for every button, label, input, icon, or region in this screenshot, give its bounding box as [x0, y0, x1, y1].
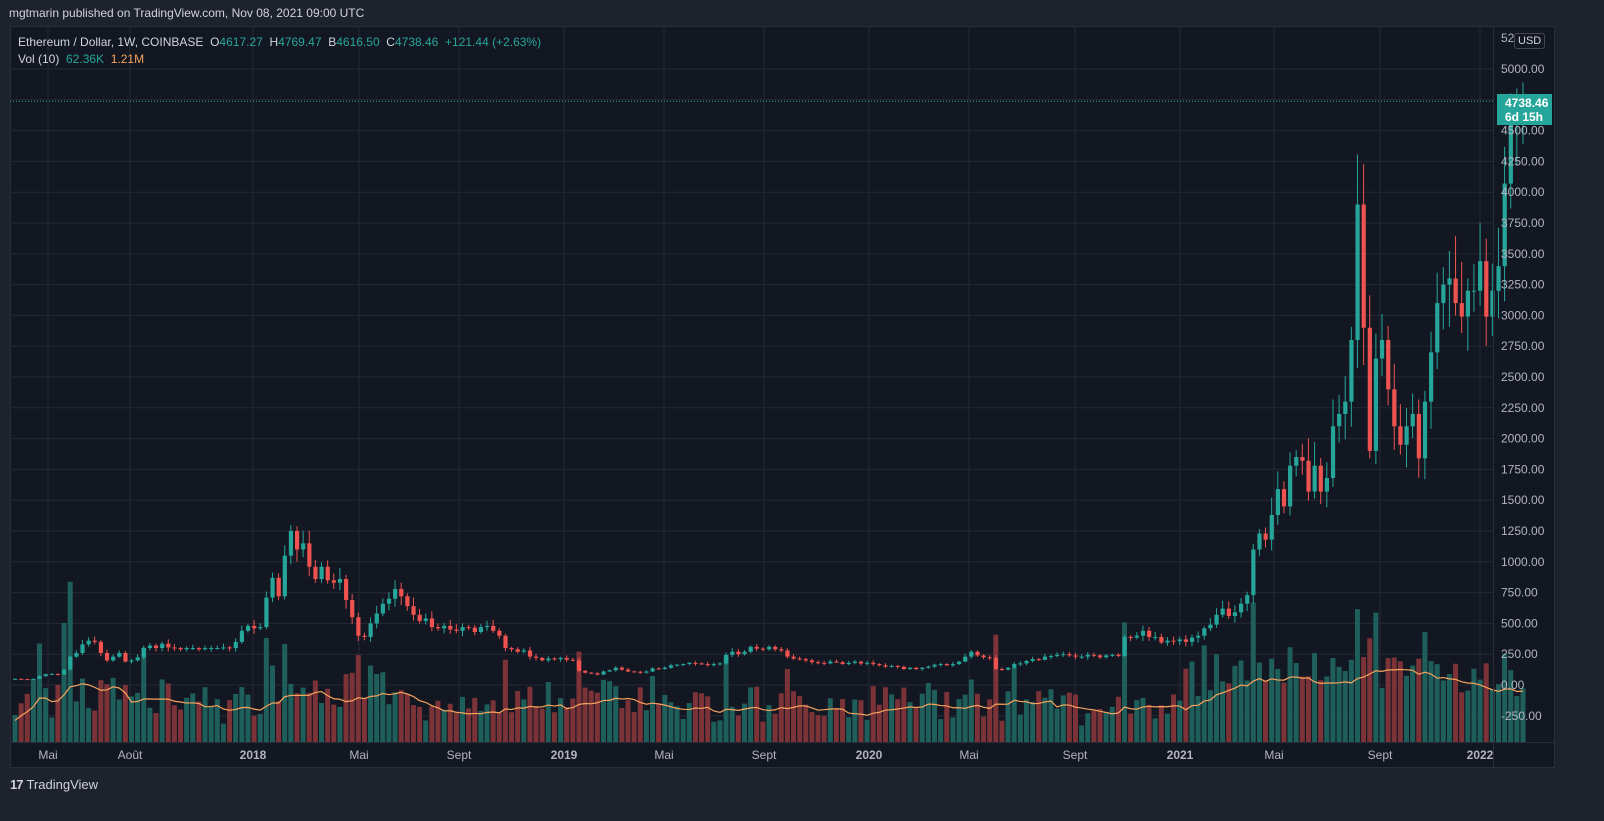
price-chart[interactable]: 5000.004750.004500.004250.004000.003750.… — [10, 26, 1555, 768]
time-axis[interactable]: Mai Août 2018 Mai Sept 2019 Mai Sept 2020 Mai Sept… — [38, 748, 1493, 762]
svg-text:2021: 2021 — [1167, 748, 1194, 762]
svg-text:Mai: Mai — [349, 748, 368, 762]
svg-text:2022: 2022 — [1467, 748, 1494, 762]
svg-text:3500.00: 3500.00 — [1501, 247, 1545, 261]
svg-text:1500.00: 1500.00 — [1501, 493, 1545, 507]
price-axis[interactable]: 5000.004750.004500.004250.004000.003750.… — [1501, 31, 1545, 723]
svg-text:Sept: Sept — [447, 748, 472, 762]
svg-text:1750.00: 1750.00 — [1501, 462, 1545, 476]
svg-text:3250.00: 3250.00 — [1501, 278, 1545, 292]
candlesticks — [13, 82, 1526, 681]
volume-bars — [12, 581, 1526, 742]
svg-text:3000.00: 3000.00 — [1501, 308, 1545, 322]
svg-text:Mai: Mai — [38, 748, 57, 762]
tradingview-logo-icon: 17 — [10, 777, 24, 792]
open-label: O — [210, 35, 220, 49]
svg-text:1000.00: 1000.00 — [1501, 555, 1545, 569]
svg-text:250.00: 250.00 — [1501, 647, 1538, 661]
svg-text:750.00: 750.00 — [1501, 586, 1538, 600]
svg-text:1250.00: 1250.00 — [1501, 524, 1545, 538]
close-label: C — [386, 35, 395, 49]
close-value: 4738.46 — [394, 35, 439, 49]
ohlc-row: Ethereum / Dollar, 1W, COINBASE O4617.27… — [18, 34, 541, 51]
svg-text:4000.00: 4000.00 — [1501, 185, 1545, 199]
svg-text:Mai: Mai — [959, 748, 978, 762]
svg-text:Mai: Mai — [654, 748, 673, 762]
svg-text:Sept: Sept — [1368, 748, 1393, 762]
low-value: 4616.50 — [336, 35, 380, 49]
svg-text:3750.00: 3750.00 — [1501, 216, 1545, 230]
last-price-value: 4738.46 — [1505, 96, 1549, 110]
high-value: 4769.47 — [278, 35, 322, 49]
svg-text:4500.00: 4500.00 — [1501, 124, 1545, 138]
svg-text:Sept: Sept — [1063, 748, 1088, 762]
currency-button[interactable]: USD — [1514, 33, 1546, 49]
last-price-tag: 4738.46 6d 15h — [1497, 94, 1552, 125]
svg-text:2020: 2020 — [856, 748, 883, 762]
svg-text:500.00: 500.00 — [1501, 616, 1538, 630]
high-label: H — [269, 35, 279, 49]
svg-text:0.00: 0.00 — [1501, 678, 1525, 692]
svg-text:Sept: Sept — [752, 748, 777, 762]
brand-name: TradingView — [26, 777, 99, 792]
svg-text:4250.00: 4250.00 — [1501, 154, 1545, 168]
footer-brand[interactable]: 17 TradingView — [10, 777, 98, 792]
bar-countdown: 6d 15h — [1505, 110, 1544, 124]
svg-text:2018: 2018 — [240, 748, 267, 762]
volume-ma-value: 1.21M — [110, 52, 145, 66]
volume-row: Vol (10) 62.36K 1.21M — [18, 51, 541, 68]
volume-label[interactable]: Vol (10) — [18, 52, 60, 66]
publisher-line: mgtmarin published on TradingView.com, N… — [9, 6, 365, 20]
volume-value: 62.36K — [66, 52, 105, 66]
open-value: 4617.27 — [219, 35, 263, 49]
svg-text:2019: 2019 — [551, 748, 578, 762]
low-label: B — [328, 35, 337, 49]
grid-lines — [10, 26, 1493, 742]
svg-text:2250.00: 2250.00 — [1501, 401, 1545, 415]
svg-text:2500.00: 2500.00 — [1501, 370, 1545, 384]
volume-ma-line — [14, 668, 1524, 721]
svg-text:Août: Août — [118, 748, 143, 762]
chart-legend: Ethereum / Dollar, 1W, COINBASE O4617.27… — [18, 34, 541, 68]
change-value: +121.44 (+2.63%) — [445, 35, 542, 49]
svg-text:-250.00: -250.00 — [1501, 709, 1542, 723]
svg-text:5000.00: 5000.00 — [1501, 62, 1545, 76]
svg-text:2750.00: 2750.00 — [1501, 339, 1545, 353]
symbol-label[interactable]: Ethereum / Dollar, 1W, COINBASE — [18, 35, 204, 49]
svg-text:2000.00: 2000.00 — [1501, 432, 1545, 446]
svg-text:Mai: Mai — [1264, 748, 1283, 762]
